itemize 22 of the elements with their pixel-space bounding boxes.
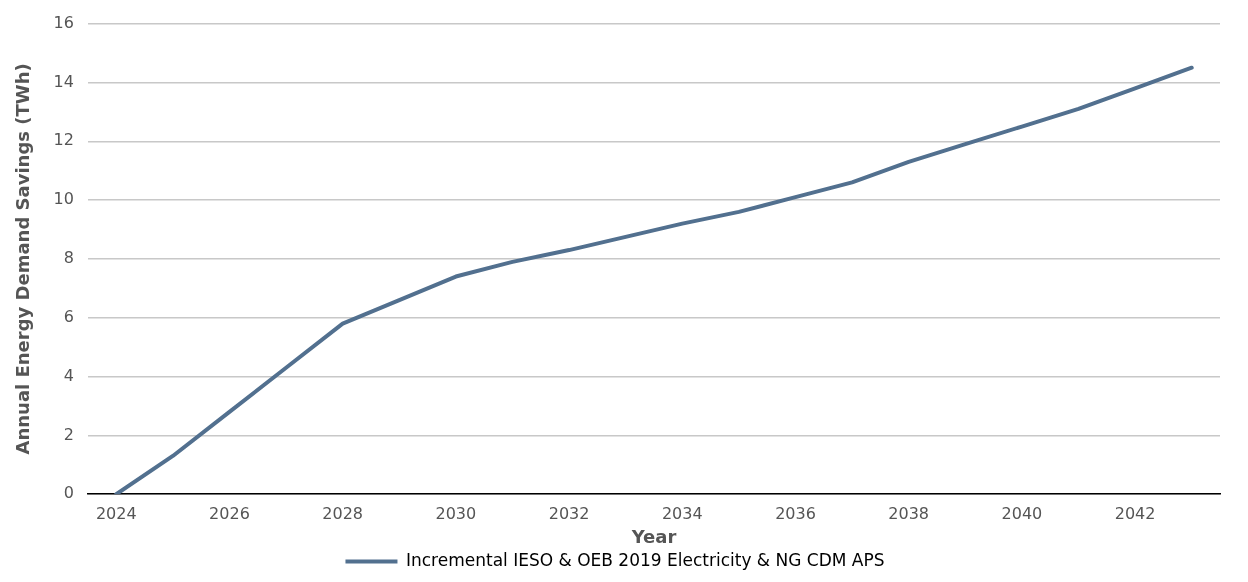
x-tick-label: 2024 bbox=[95, 503, 137, 523]
x-axis-title: Year bbox=[630, 525, 677, 547]
y-tick-label: 0 bbox=[63, 483, 74, 503]
y-axis-title: Annual Energy Demand Savings (TWh) bbox=[12, 63, 34, 455]
y-tick-label: 2 bbox=[63, 424, 74, 444]
legend-label: Incremental IESO & OEB 2019 Electricity & NG CDM APS bbox=[405, 549, 885, 570]
y-tick-label: 14 bbox=[53, 71, 74, 91]
x-tick-label: 2032 bbox=[548, 503, 590, 523]
x-tick-label: 2040 bbox=[1001, 503, 1043, 523]
y-tick-label: 10 bbox=[53, 189, 74, 209]
y-tick-label: 6 bbox=[63, 306, 74, 326]
y-tick-label: 16 bbox=[53, 12, 74, 32]
y-tick-label: 8 bbox=[63, 248, 74, 268]
x-tick-label: 2026 bbox=[209, 503, 250, 523]
x-tick-label: 2036 bbox=[775, 503, 816, 523]
x-tick-label: 2034 bbox=[661, 503, 703, 523]
x-tick-label: 2038 bbox=[888, 503, 930, 523]
y-tick-label: 12 bbox=[53, 130, 74, 150]
y-tick-label: 4 bbox=[63, 365, 74, 385]
x-tick-label: 2042 bbox=[1114, 503, 1156, 523]
x-tick-label: 2028 bbox=[322, 503, 364, 523]
x-tick-label: 2030 bbox=[435, 503, 477, 523]
